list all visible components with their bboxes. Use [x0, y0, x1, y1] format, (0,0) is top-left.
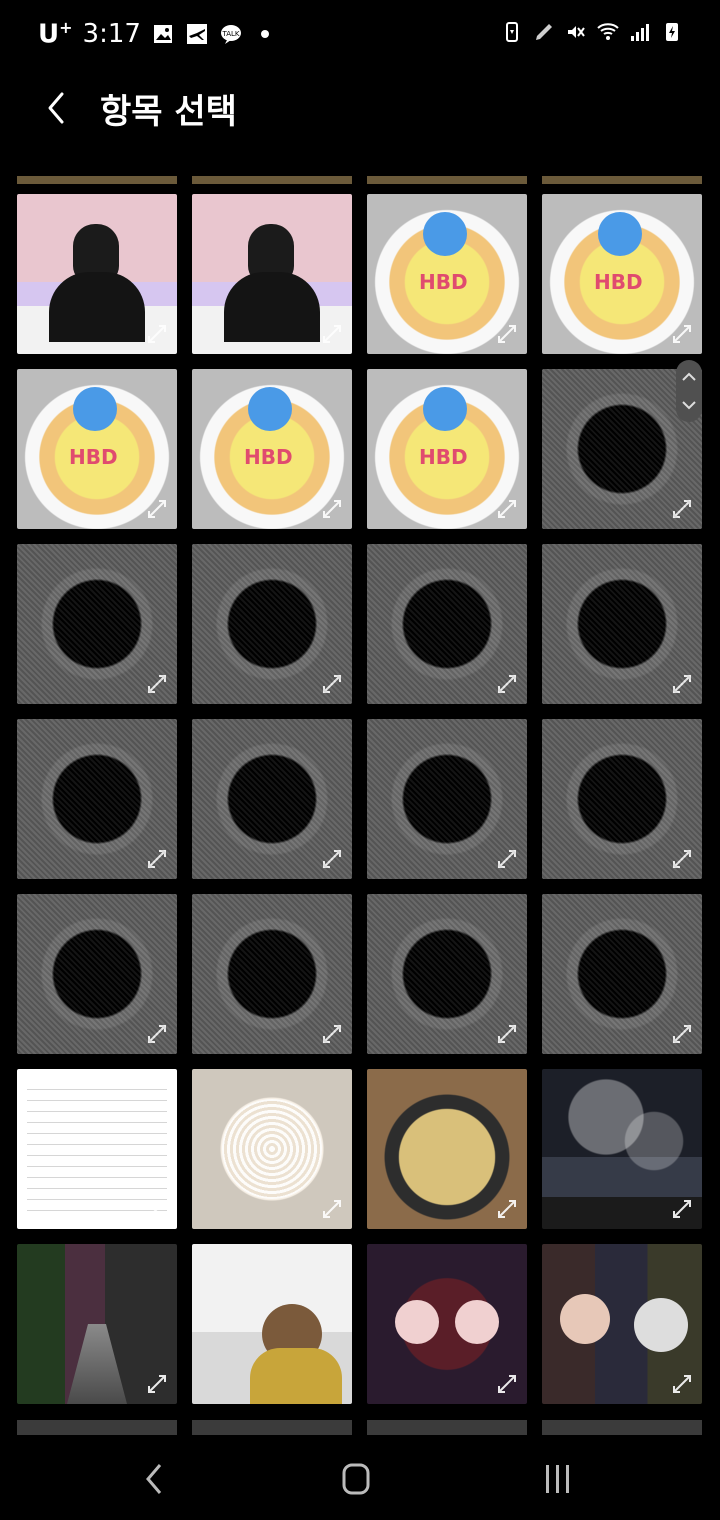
thumbnail-hole[interactable] — [192, 719, 352, 879]
gallery-icon — [153, 24, 172, 43]
battery-saver-icon — [506, 22, 518, 42]
image-grid — [0, 160, 720, 1435]
thumbnail-hole[interactable] — [542, 719, 702, 879]
expand-icon[interactable] — [495, 1197, 519, 1221]
wifi-icon — [597, 23, 619, 40]
thumbnail-couple[interactable] — [367, 1244, 527, 1404]
expand-icon[interactable] — [495, 847, 519, 871]
thumbnail-doc[interactable] — [17, 1069, 177, 1229]
thumbnail-street[interactable] — [17, 1244, 177, 1404]
thumbnail-hole[interactable] — [192, 544, 352, 704]
thumbnail-partial[interactable] — [17, 1420, 177, 1435]
back-button[interactable] — [34, 84, 82, 132]
thumbnail-cake[interactable] — [367, 369, 527, 529]
thumbnail-pancake[interactable] — [367, 1069, 527, 1229]
expand-icon[interactable] — [670, 1022, 694, 1046]
thumbnail-hole[interactable] — [367, 544, 527, 704]
header: 항목 선택 — [0, 70, 720, 160]
signal-icon — [631, 24, 649, 41]
expand-icon[interactable] — [670, 1372, 694, 1396]
expand-icon[interactable] — [145, 1022, 169, 1046]
thumbnail-partial[interactable] — [367, 176, 527, 184]
expand-icon[interactable] — [495, 672, 519, 696]
thumbnail-person[interactable] — [17, 194, 177, 354]
status-bar: U+ 3:17 TALK — [0, 0, 720, 70]
thumbnail-partial[interactable] — [542, 1420, 702, 1435]
expand-icon[interactable] — [670, 1197, 694, 1221]
thumbnail-hole[interactable] — [542, 369, 702, 529]
thumbnail-hole[interactable] — [17, 719, 177, 879]
expand-icon[interactable] — [320, 672, 344, 696]
thumbnail-hole[interactable] — [542, 894, 702, 1054]
thumbnail-noodle[interactable] — [192, 1069, 352, 1229]
thumbnail-cake[interactable] — [542, 194, 702, 354]
thumbnail-partial[interactable] — [367, 1420, 527, 1435]
thumbnail-yellowrobe[interactable] — [192, 1244, 352, 1404]
navigation-bar — [0, 1435, 720, 1520]
thumbnail-group[interactable] — [542, 1244, 702, 1404]
svg-text:TALK: TALK — [221, 30, 239, 38]
expand-icon[interactable] — [670, 847, 694, 871]
expand-icon[interactable] — [320, 1372, 344, 1396]
expand-icon[interactable] — [495, 497, 519, 521]
expand-icon[interactable] — [320, 497, 344, 521]
expand-icon[interactable] — [495, 1022, 519, 1046]
battery-charging-icon — [666, 23, 678, 41]
expand-icon[interactable] — [145, 1372, 169, 1396]
nav-recents-button[interactable] — [530, 1455, 586, 1503]
thumbnail-cake[interactable] — [17, 369, 177, 529]
thumbnail-partial[interactable] — [542, 176, 702, 184]
expand-icon[interactable] — [320, 322, 344, 346]
thumbnail-partial[interactable] — [192, 1420, 352, 1435]
expand-icon[interactable] — [320, 847, 344, 871]
scroll-handle[interactable] — [676, 360, 702, 422]
thumbnail-hole[interactable] — [17, 544, 177, 704]
expand-icon[interactable] — [145, 847, 169, 871]
thumbnail-person[interactable] — [192, 194, 352, 354]
thumbnail-partial[interactable] — [17, 176, 177, 184]
pen-icon — [536, 24, 552, 40]
expand-icon[interactable] — [495, 1372, 519, 1396]
airplane-icon — [186, 23, 207, 44]
thumbnail-hole[interactable] — [367, 719, 527, 879]
dot-icon — [260, 29, 269, 38]
page-title: 항목 선택 — [100, 92, 237, 132]
status-time: 3:17 — [82, 18, 141, 49]
expand-icon[interactable] — [670, 672, 694, 696]
thumbnail-hole[interactable] — [17, 894, 177, 1054]
thumbnail-cake[interactable] — [192, 369, 352, 529]
expand-icon[interactable] — [145, 497, 169, 521]
mute-icon — [568, 26, 585, 38]
thumbnail-partial[interactable] — [192, 176, 352, 184]
expand-icon[interactable] — [670, 322, 694, 346]
carrier-label: U+ — [38, 18, 73, 50]
expand-icon[interactable] — [145, 322, 169, 346]
expand-icon[interactable] — [145, 1197, 169, 1221]
thumbnail-night[interactable] — [542, 1069, 702, 1229]
thumbnail-hole[interactable] — [367, 894, 527, 1054]
expand-icon[interactable] — [495, 322, 519, 346]
nav-back-button[interactable] — [128, 1455, 184, 1503]
thumbnail-hole[interactable] — [192, 894, 352, 1054]
expand-icon[interactable] — [145, 672, 169, 696]
thumbnail-cake[interactable] — [367, 194, 527, 354]
nav-home-button[interactable] — [328, 1455, 384, 1503]
expand-icon[interactable] — [320, 1197, 344, 1221]
talk-icon: TALK — [220, 24, 241, 44]
scroll-arrows-icon — [682, 372, 696, 410]
expand-icon[interactable] — [320, 1022, 344, 1046]
thumbnail-hole[interactable] — [542, 544, 702, 704]
expand-icon[interactable] — [670, 497, 694, 521]
